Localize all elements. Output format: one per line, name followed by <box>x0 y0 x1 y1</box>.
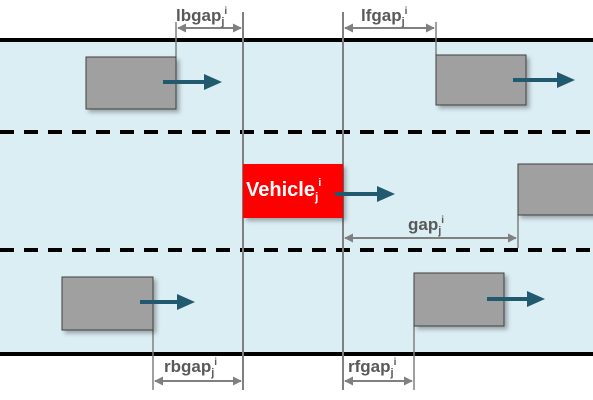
motion-arrow-right-front <box>487 291 545 307</box>
vehicle-left-back <box>85 56 177 110</box>
ego-vehicle <box>243 164 343 218</box>
motion-arrow-ego <box>335 186 395 202</box>
gap-label: gapji <box>408 215 444 237</box>
vehicle-left-front <box>435 54 527 106</box>
motion-arrow-left-front <box>513 72 575 88</box>
motion-arrow-left-back <box>163 74 222 90</box>
lbgap-label: lbgapji <box>176 6 227 28</box>
ego-vehicle-label: Vehicleji <box>246 177 321 204</box>
motion-arrow-right-back <box>140 294 195 310</box>
lfgap-label: lfgapji <box>361 6 408 28</box>
vehicle-front-same-lane <box>517 163 593 216</box>
vehicle-right-back <box>61 276 154 331</box>
rbgap-label: rbgapji <box>164 357 217 379</box>
rfgap-label: rfgapji <box>348 357 397 379</box>
